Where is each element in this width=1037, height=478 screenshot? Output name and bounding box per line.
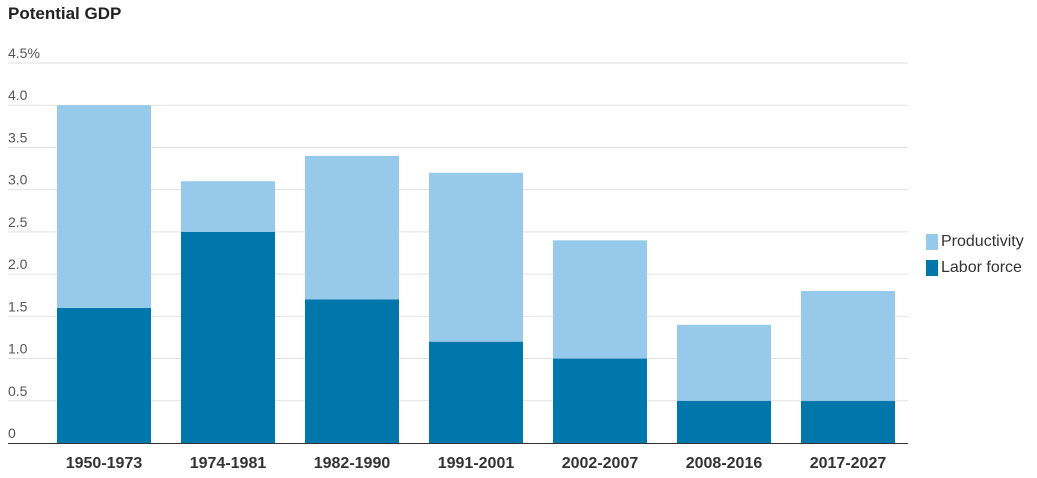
y-tick-label: 3.0 xyxy=(8,172,28,188)
bar-productivity xyxy=(305,155,399,300)
x-tick-label: 1974-1981 xyxy=(190,455,267,472)
legend-swatch-labor-force xyxy=(926,260,938,276)
y-tick-label: 0 xyxy=(8,425,16,441)
y-tick-label: 4.5% xyxy=(8,45,40,61)
bar-productivity xyxy=(553,240,647,359)
y-tick-label: 0.5 xyxy=(8,383,28,399)
y-tick-label: 2.5 xyxy=(8,214,28,230)
bar-labor-force xyxy=(305,299,399,443)
bar-labor-force xyxy=(677,400,771,443)
bar-labor-force xyxy=(57,307,151,443)
y-tick-label: 1.0 xyxy=(8,341,28,357)
legend-item-productivity: Productivity xyxy=(926,229,1024,255)
legend-label-productivity: Productivity xyxy=(941,233,1024,250)
bar-productivity xyxy=(57,105,151,308)
bar-productivity xyxy=(677,324,771,401)
x-tick-label: 2008-2016 xyxy=(686,455,763,472)
bar-labor-force xyxy=(553,358,647,443)
bar-productivity xyxy=(801,291,895,401)
x-tick-label: 1950-1973 xyxy=(66,455,143,472)
legend-swatch-productivity xyxy=(926,234,938,250)
y-tick-label: 1.5 xyxy=(8,298,28,314)
chart-legend: Productivity Labor force xyxy=(926,229,1024,281)
bar-labor-force xyxy=(801,400,895,443)
y-tick-label: 2.0 xyxy=(8,256,28,272)
legend-label-labor-force: Labor force xyxy=(941,259,1022,276)
legend-item-labor-force: Labor force xyxy=(926,255,1024,281)
y-tick-label: 3.5 xyxy=(8,129,28,145)
bar-productivity xyxy=(429,172,523,342)
x-tick-label: 2002-2007 xyxy=(562,455,639,472)
chart-title: Potential GDP xyxy=(8,4,122,23)
x-tick-label: 2017-2027 xyxy=(810,455,887,472)
bar-productivity xyxy=(181,181,275,232)
x-tick-label: 1982-1990 xyxy=(314,455,391,472)
bar-labor-force xyxy=(181,231,275,443)
x-tick-label: 1991-2001 xyxy=(438,455,515,472)
y-tick-label: 4.0 xyxy=(8,87,28,103)
bar-labor-force xyxy=(429,341,523,443)
